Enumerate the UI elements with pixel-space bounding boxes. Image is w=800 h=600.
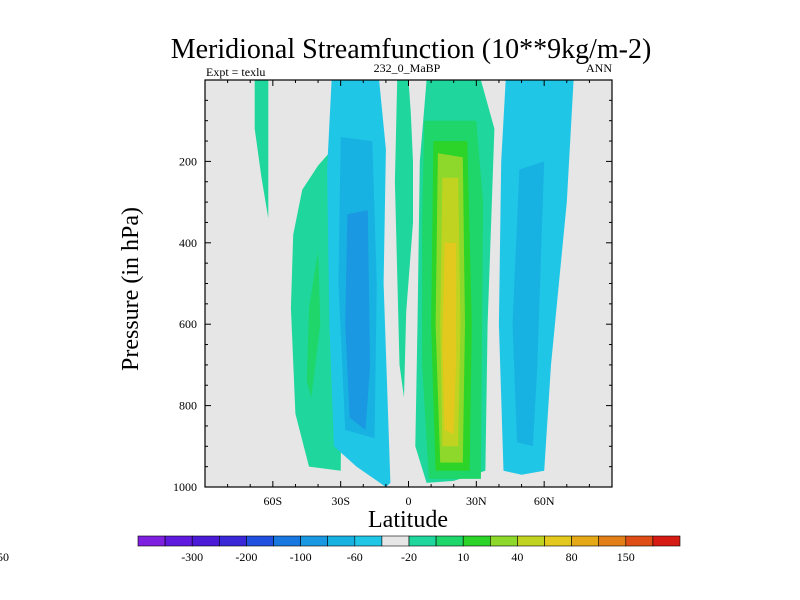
colorbar-swatch: [517, 535, 545, 547]
colorbar-swatch: [381, 535, 410, 547]
x-axis-ticks: 60S 30S 0 30N 60N: [204, 80, 613, 508]
contour-region: [442, 242, 456, 435]
x-tick-label: 60N: [534, 494, 555, 508]
colorbar-label: -20: [401, 550, 417, 564]
x-tick-label: 60S: [263, 494, 282, 508]
contour-fill-layer: [254, 80, 574, 487]
colorbar-swatch: [571, 535, 599, 547]
colorbar-swatch: [300, 535, 329, 547]
x-axis-label: Latitude: [368, 507, 448, 533]
colorbar-swatch: [408, 535, 437, 547]
y-axis-ticks: 200 400 600 800 1000: [173, 79, 612, 494]
colorbar-swatch: [219, 535, 247, 547]
colorbar-swatch: [354, 535, 383, 547]
y-axis-label: Pressure (in hPa): [118, 207, 144, 371]
y-tick-label: 800: [179, 399, 197, 413]
y-tick-label: 400: [179, 236, 197, 250]
colorbar-swatch: [544, 535, 572, 547]
colorbar-swatch: [137, 535, 166, 547]
y-tick-label: 600: [179, 317, 197, 331]
x-tick-label: 0: [406, 494, 412, 508]
colorbar-label: 10: [457, 550, 469, 564]
colorbar-label: -300: [181, 550, 203, 564]
colorbar-swatch: [273, 535, 301, 547]
x-tick-label: 30S: [331, 494, 350, 508]
colorbar-label: 250: [0, 550, 9, 564]
colorbar-swatch: [489, 535, 518, 547]
colorbar-label: 80: [566, 550, 578, 564]
colorbar-swatch: [435, 535, 464, 547]
colorbar-swatch: [164, 535, 193, 547]
colorbar-swatch: [462, 535, 491, 547]
colorbar-swatch: [246, 535, 274, 547]
colorbar-label: -60: [347, 550, 363, 564]
y-tick-label: 200: [179, 154, 197, 168]
colorbar-label: 40: [511, 550, 523, 564]
y-tick-label: 1000: [173, 480, 197, 494]
contour-region: [394, 80, 413, 398]
subtitle-left: Expt = texlu: [206, 65, 265, 79]
x-tick-label: 30N: [466, 494, 487, 508]
colorbar-swatch: [598, 535, 627, 547]
contour-region: [306, 250, 321, 398]
colorbar-label: -100: [290, 550, 312, 564]
chart-title: Meridional Streamfunction (10**9kg/m-2): [171, 34, 652, 65]
contour-region: [345, 210, 371, 430]
contour-region: [512, 161, 545, 447]
colorbar-swatch: [191, 535, 220, 547]
colorbar-swatch: [327, 535, 356, 547]
colorbar-label: 150: [617, 550, 635, 564]
colorbar-swatch: [652, 535, 681, 547]
colorbar-label: -200: [235, 550, 257, 564]
colorbar: -300 -200 -100 -60 -20 10 40 80 150 250: [0, 535, 681, 564]
subtitle-center: 232_0_MaBP: [374, 61, 441, 75]
colorbar-swatch: [625, 535, 654, 547]
contour-region: [254, 80, 269, 219]
subtitle-right: ANN: [586, 61, 612, 75]
